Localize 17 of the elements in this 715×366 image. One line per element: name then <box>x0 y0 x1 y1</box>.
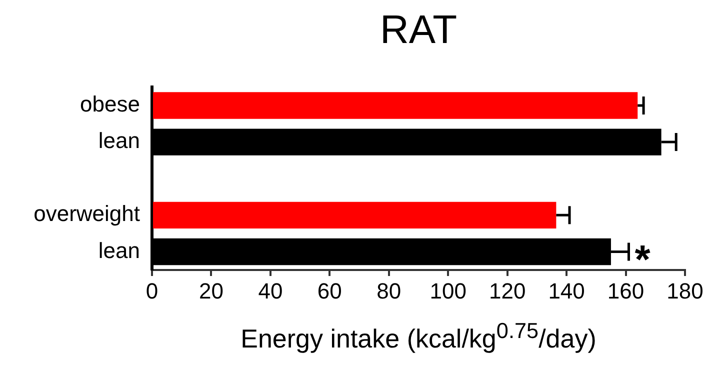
chart-title: RAT <box>378 8 458 53</box>
bar <box>153 92 638 119</box>
y-tick-label: lean <box>98 128 140 154</box>
x-tick-label: 140 <box>548 278 585 304</box>
y-tick-label: lean <box>98 238 140 263</box>
x-tick-label: 40 <box>258 278 283 304</box>
x-tick-label: 100 <box>430 278 466 304</box>
x-tick-label: 80 <box>376 278 402 304</box>
y-tick-label: overweight <box>34 201 140 226</box>
x-tick-label: 120 <box>488 278 526 304</box>
x-axis-title: Energy intake (kcal/kg$^{0.75}$/day) <box>240 318 598 355</box>
x-tick-label: 60 <box>317 278 342 304</box>
x-tick-label: 20 <box>198 278 224 304</box>
bar <box>153 202 556 229</box>
x-tick-label: 0 <box>146 278 158 304</box>
y-tick-label: obese <box>80 92 140 117</box>
x-tick-label: 180 <box>666 278 704 304</box>
